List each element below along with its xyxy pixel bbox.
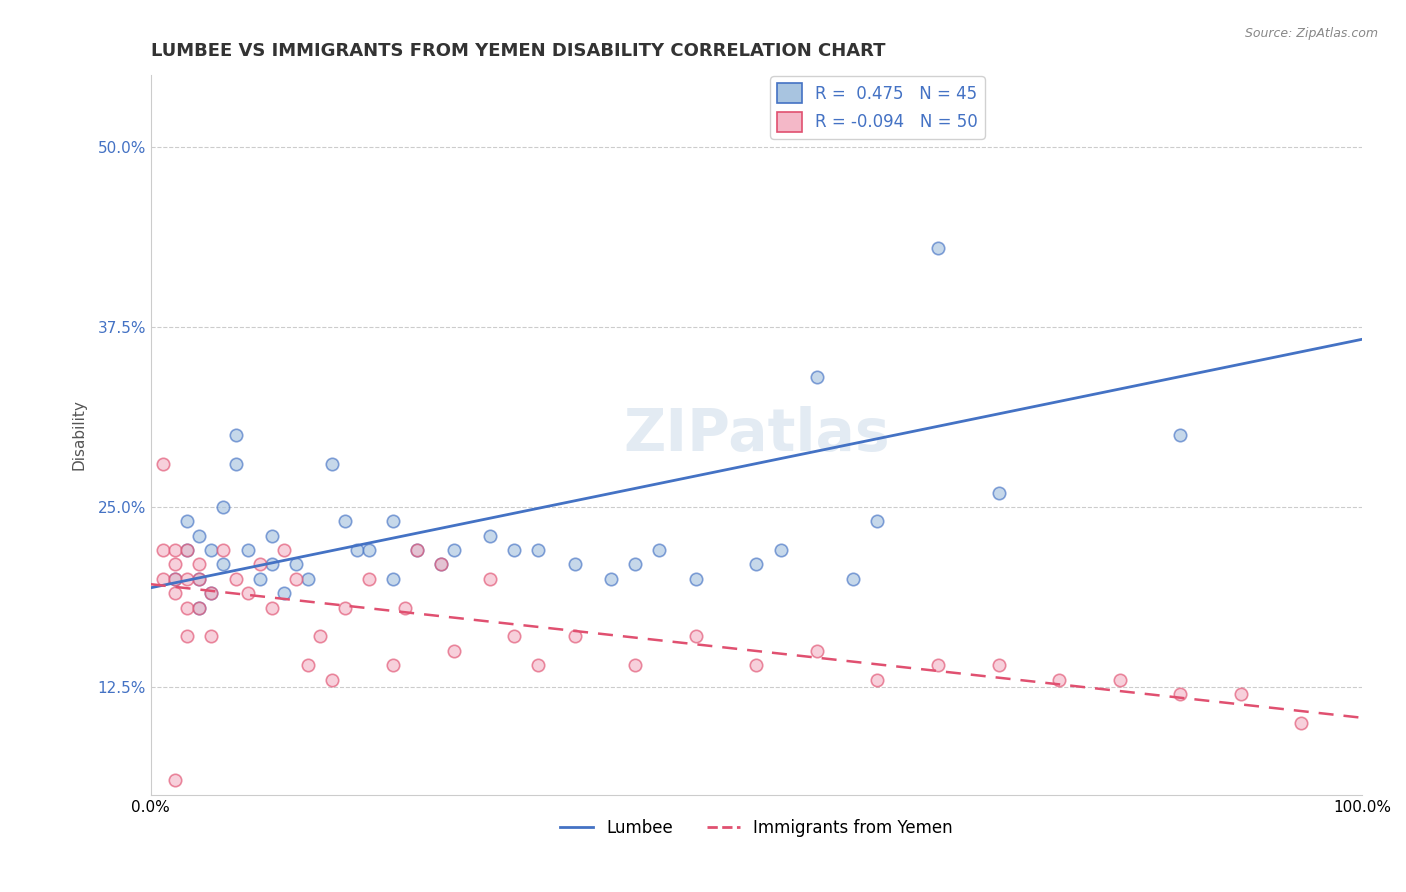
Point	[249, 558, 271, 572]
Point	[200, 629, 222, 643]
Point	[200, 586, 222, 600]
Point	[212, 500, 235, 514]
Point	[685, 572, 707, 586]
Point	[260, 558, 283, 572]
Point	[927, 241, 949, 255]
Text: ZIPatlas: ZIPatlas	[623, 407, 890, 464]
Point	[564, 558, 586, 572]
Point	[1168, 687, 1191, 701]
Point	[309, 629, 332, 643]
Point	[333, 600, 356, 615]
Point	[285, 572, 308, 586]
Point	[297, 658, 319, 673]
Point	[236, 543, 259, 558]
Point	[224, 572, 246, 586]
Point	[152, 572, 174, 586]
Point	[321, 673, 343, 687]
Point	[260, 529, 283, 543]
Point	[212, 543, 235, 558]
Point	[273, 543, 295, 558]
Point	[648, 543, 671, 558]
Point	[527, 658, 550, 673]
Point	[176, 543, 198, 558]
Point	[260, 600, 283, 615]
Point	[624, 558, 647, 572]
Point	[1230, 687, 1253, 701]
Point	[188, 529, 211, 543]
Point	[478, 529, 501, 543]
Point	[806, 370, 828, 384]
Text: Source: ZipAtlas.com: Source: ZipAtlas.com	[1244, 27, 1378, 40]
Point	[406, 543, 429, 558]
Text: LUMBEE VS IMMIGRANTS FROM YEMEN DISABILITY CORRELATION CHART: LUMBEE VS IMMIGRANTS FROM YEMEN DISABILI…	[150, 42, 886, 60]
Point	[200, 543, 222, 558]
Point	[200, 586, 222, 600]
Point	[163, 558, 186, 572]
Point	[152, 457, 174, 471]
Point	[394, 600, 416, 615]
Point	[357, 572, 380, 586]
Point	[1108, 673, 1130, 687]
Y-axis label: Disability: Disability	[72, 400, 86, 470]
Point	[1168, 428, 1191, 442]
Point	[224, 457, 246, 471]
Point	[927, 658, 949, 673]
Point	[236, 586, 259, 600]
Point	[443, 644, 465, 658]
Point	[430, 558, 453, 572]
Point	[163, 586, 186, 600]
Point	[188, 572, 211, 586]
Point	[357, 543, 380, 558]
Point	[176, 543, 198, 558]
Point	[806, 644, 828, 658]
Point	[224, 428, 246, 442]
Point	[176, 600, 198, 615]
Point	[842, 572, 865, 586]
Point	[176, 514, 198, 528]
Point	[297, 572, 319, 586]
Point	[987, 658, 1010, 673]
Point	[333, 514, 356, 528]
Point	[430, 558, 453, 572]
Point	[564, 629, 586, 643]
Point	[163, 543, 186, 558]
Point	[685, 629, 707, 643]
Point	[745, 658, 768, 673]
Point	[987, 485, 1010, 500]
Point	[249, 572, 271, 586]
Point	[188, 558, 211, 572]
Point	[527, 543, 550, 558]
Point	[381, 658, 404, 673]
Point	[1291, 715, 1313, 730]
Point	[321, 457, 343, 471]
Point	[443, 543, 465, 558]
Point	[188, 572, 211, 586]
Point	[381, 514, 404, 528]
Point	[188, 600, 211, 615]
Point	[212, 558, 235, 572]
Point	[152, 543, 174, 558]
Point	[866, 673, 889, 687]
Point	[381, 572, 404, 586]
Point	[273, 586, 295, 600]
Point	[503, 543, 526, 558]
Point	[176, 572, 198, 586]
Point	[406, 543, 429, 558]
Point	[503, 629, 526, 643]
Point	[769, 543, 792, 558]
Point	[163, 572, 186, 586]
Point	[163, 572, 186, 586]
Point	[163, 773, 186, 788]
Point	[478, 572, 501, 586]
Point	[624, 658, 647, 673]
Point	[745, 558, 768, 572]
Point	[866, 514, 889, 528]
Point	[176, 629, 198, 643]
Point	[346, 543, 368, 558]
Point	[1047, 673, 1070, 687]
Point	[285, 558, 308, 572]
Point	[600, 572, 623, 586]
Point	[188, 600, 211, 615]
Legend: Lumbee, Immigrants from Yemen: Lumbee, Immigrants from Yemen	[553, 813, 959, 844]
